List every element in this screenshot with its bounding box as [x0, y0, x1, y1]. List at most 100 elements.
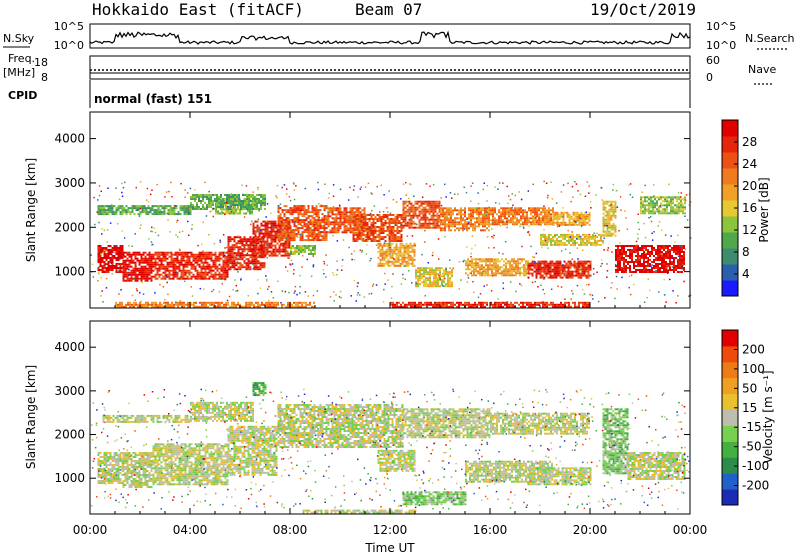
- power-band-2: [152, 251, 229, 280]
- velocity-band-7: [190, 401, 254, 422]
- velocity-colorbar-seg-9: [722, 345, 738, 363]
- velocity-xtick-label-2: 08:00: [273, 523, 308, 537]
- freq-tick-bottom: 8: [41, 71, 48, 84]
- velocity-ytick-label-0: 1000: [54, 471, 85, 485]
- velocity-colorbar-seg-1: [722, 473, 738, 490]
- cpid-mode: normal (fast) 151: [94, 92, 212, 106]
- velocity-band-8: [102, 414, 191, 423]
- power-colorbar-label-1: 8: [742, 245, 750, 259]
- velocity-xtick-label-6: 00:00: [673, 523, 708, 537]
- velocity-xtick-label-5: 20:00: [573, 523, 608, 537]
- power-colorbar-seg-7: [722, 168, 738, 185]
- velocity-band-5: [402, 408, 491, 439]
- velocity-colorbar-label-6: -100: [742, 459, 769, 473]
- velocity-band-9: [377, 449, 416, 472]
- velocity-colorbar-label-2: 50: [742, 381, 757, 395]
- velocity-colorbar-label-0: 200: [742, 342, 765, 356]
- velocity-ytick-label-2: 3000: [54, 384, 85, 398]
- power-band-17: [415, 267, 453, 288]
- power-band-16: [377, 242, 416, 267]
- velocity-ytick-label-1: 2000: [54, 428, 85, 442]
- nsearch-tick-top: 10^5: [706, 20, 736, 33]
- velocity-xtick-label-3: 12:00: [373, 523, 408, 537]
- velocity-colorbar-label-3: 15: [742, 401, 757, 415]
- cpid-label: CPID: [8, 89, 37, 102]
- freq-panel: Freq. [MHz] 18 8 60 0 Nave: [3, 52, 776, 85]
- beam-label: Beam 07: [355, 0, 422, 19]
- velocity-colorbar-seg-10: [722, 330, 738, 347]
- velocity-band-1: [122, 452, 153, 488]
- power-scatter: [90, 180, 692, 308]
- nave-tick-bottom: 0: [706, 71, 713, 84]
- power-colorbar: 4 8 12 16 20 24 28: [721, 119, 757, 297]
- velocity-band-12: [602, 408, 629, 475]
- nsearch-label: N.Search: [745, 32, 795, 45]
- nave-label: Nave: [748, 63, 776, 76]
- velocity-xtick-label-4: 16:00: [473, 523, 508, 537]
- velocity-band-6: [490, 412, 590, 435]
- station-title: Hokkaido East (fitACF): [92, 0, 304, 19]
- power-colorbar-seg-0: [722, 280, 738, 297]
- nave-tick-top: 60: [706, 54, 720, 67]
- nsky-frame: [89, 23, 691, 49]
- velocity-colorbar-seg-8: [722, 361, 738, 379]
- velocity-colorbar-label-5: -50: [742, 440, 762, 454]
- freq-label-1: Freq.: [8, 52, 35, 65]
- power-colorbar-seg-5: [722, 200, 738, 217]
- velocity-panel: 1000 2000 3000 4000 00:00 04:00 08:00 12:00 16:0…: [24, 320, 775, 554]
- velocity-colorbar-label: Velocity [m s⁻¹]: [761, 370, 775, 463]
- velocity-band-14: [402, 491, 467, 506]
- velocity-colorbar-seg-3: [722, 441, 738, 458]
- velocity-colorbar-frame: [721, 329, 739, 506]
- power-colorbar-seg-4: [722, 216, 738, 233]
- velocity-colorbar-seg-6: [722, 393, 738, 410]
- power-band-22: [615, 245, 685, 273]
- power-ytick-label-3: 4000: [54, 132, 85, 146]
- date-label: 19/Oct/2019: [590, 0, 696, 19]
- power-ytick-label-2: 3000: [54, 176, 85, 190]
- velocity-colorbar-seg-7: [722, 377, 738, 395]
- power-noise: [90, 180, 692, 304]
- velocity-band-15: [252, 382, 267, 397]
- power-band-24: [115, 301, 315, 308]
- velocity-colorbar: 200 100 50 15 -15 -50 -100 -200: [721, 329, 769, 506]
- power-band-1: [122, 251, 153, 282]
- velocity-band-3: [227, 425, 278, 476]
- nsky-tick-top: 10^5: [54, 20, 84, 33]
- velocity-colorbar-seg-2: [722, 457, 738, 474]
- velocity-colorbar-label-1: 100: [742, 362, 765, 376]
- power-colorbar-seg-6: [722, 184, 738, 201]
- freq-label-2: [MHz]: [3, 66, 35, 79]
- power-band-7: [352, 214, 403, 242]
- power-band-23: [640, 196, 686, 215]
- velocity-ytick-label-3: 4000: [54, 340, 85, 354]
- power-colorbar-label-0: 4: [742, 267, 750, 281]
- power-band-20: [540, 233, 604, 246]
- power-colorbar-seg-3: [722, 232, 738, 249]
- cpid-panel: CPID normal (fast) 151: [8, 80, 691, 108]
- velocity-colorbar-seg-4: [722, 425, 738, 442]
- power-ylabel: Slant Range [km]: [24, 158, 38, 262]
- velocity-xtick-label-0: 00:00: [73, 523, 108, 537]
- velocity-band-4: [277, 404, 404, 448]
- power-colorbar-label: Power [dB]: [757, 177, 771, 242]
- velocity-colorbar-label-7: -200: [742, 479, 769, 493]
- freq-frame: [89, 55, 691, 80]
- velocity-band-11: [527, 467, 592, 486]
- power-band-18: [465, 258, 529, 277]
- power-ytick-label-0: 1000: [54, 265, 85, 279]
- power-band-25: [390, 301, 590, 308]
- velocity-band-16: [302, 509, 417, 514]
- power-band-11: [552, 211, 591, 226]
- power-colorbar-label-2: 12: [742, 223, 757, 237]
- power-panel: 1000 2000 3000 4000 Slant Range [km] 4 8 12 16…: [24, 111, 771, 309]
- power-band-14: [190, 194, 266, 210]
- power-colorbar-seg-2: [722, 248, 738, 265]
- velocity-band-0: [97, 452, 124, 484]
- power-band-10: [490, 207, 554, 226]
- power-colorbar-label-4: 20: [742, 179, 757, 193]
- velocity-scatter: [90, 382, 690, 514]
- power-colorbar-label-6: 28: [742, 135, 757, 149]
- velocity-band-13: [627, 452, 686, 480]
